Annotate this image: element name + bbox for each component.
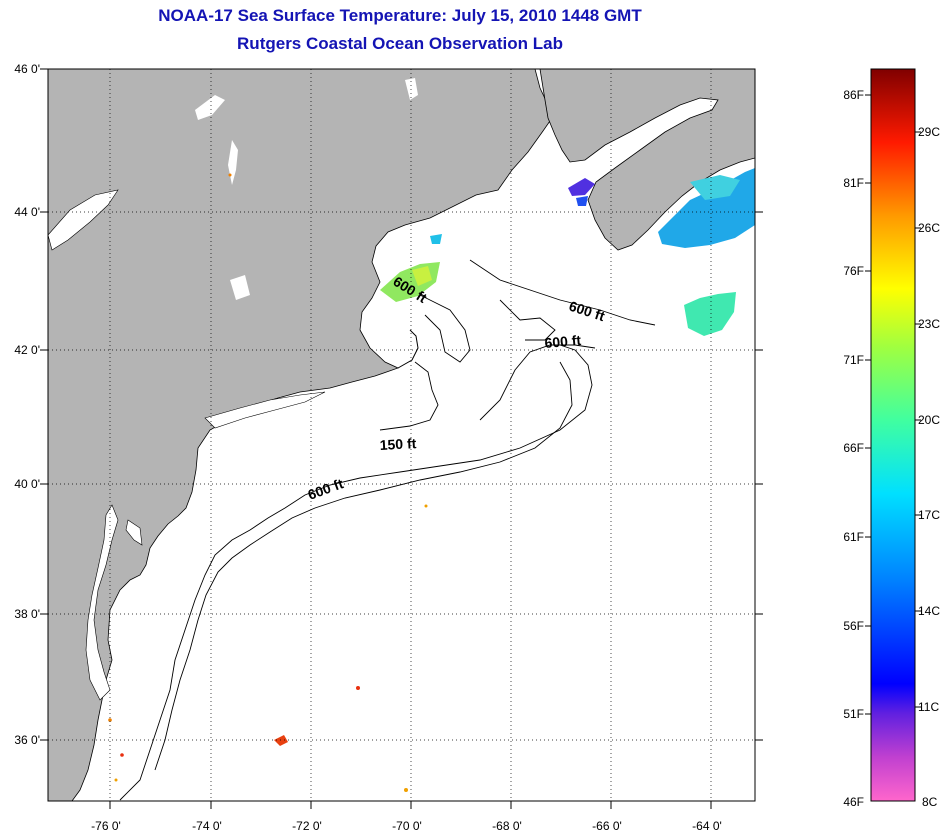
colorbar-c-label: 29C: [918, 125, 940, 139]
map-subtitle: Rutgers Coastal Ocean Observation Lab: [237, 34, 563, 53]
colorbar-c-label: 11C: [918, 700, 939, 714]
colorbar-f-label: 76F: [843, 264, 864, 278]
delaware-bay: [125, 519, 143, 546]
colorbar-f-label: 71F: [843, 353, 864, 367]
lon-tick-label: -72 0': [292, 819, 322, 833]
colorbar-c-label: 20C: [918, 413, 940, 427]
colorbar-f-label: 46F: [843, 795, 864, 809]
lat-tick-label: 40 0': [14, 477, 40, 491]
colorbar-ticks: [865, 94, 921, 715]
inland-lake: [195, 95, 225, 120]
colorbar-c-label: 26C: [918, 221, 940, 235]
colorbar-f-label: 81F: [843, 176, 864, 190]
lat-tick-label: 46 0': [14, 62, 40, 76]
cape-cod: [397, 329, 419, 369]
axis-ticks: [40, 68, 763, 809]
lat-tick-label: 44 0': [14, 205, 40, 219]
colorbar-f-label: 86F: [843, 88, 864, 102]
inland-lake: [405, 78, 418, 100]
long-island-sound: [204, 391, 326, 429]
lat-tick-label: 42 0': [14, 343, 40, 357]
colorbar-c-label: 23C: [918, 317, 940, 331]
colorbar-f-label: 61F: [843, 530, 864, 544]
lon-tick-label: -66 0': [592, 819, 622, 833]
lon-tick-label: -76 0': [91, 819, 121, 833]
lon-tick-label: -64 0': [692, 819, 722, 833]
lat-tick-label: 36 0': [14, 733, 40, 747]
colorbar-f-label: 56F: [843, 619, 864, 633]
map-title: NOAA-17 Sea Surface Temperature: July 15…: [158, 6, 642, 25]
inland-lake: [230, 275, 250, 300]
depth-contours: [119, 259, 656, 801]
depth-label: 600 ft: [544, 332, 582, 351]
lake-ontario: [48, 189, 119, 251]
temperature-colorbar: [870, 68, 916, 802]
sst-data-patches: [108, 168, 755, 792]
colorbar-f-label: 51F: [843, 707, 864, 721]
lon-tick-label: -68 0': [492, 819, 522, 833]
lat-tick-label: 38 0': [14, 607, 40, 621]
map-frame: [47, 68, 756, 802]
colorbar-c-label: 17C: [918, 508, 940, 522]
colorbar-c-label: 8C: [922, 795, 938, 809]
colorbar-f-label: 66F: [843, 441, 864, 455]
colorbar-c-label: 14C: [918, 604, 940, 618]
lon-tick-label: -74 0': [192, 819, 222, 833]
depth-label: 150 ft: [379, 435, 417, 453]
chesapeake-bay: [85, 504, 119, 701]
lon-tick-label: -70 0': [392, 819, 422, 833]
